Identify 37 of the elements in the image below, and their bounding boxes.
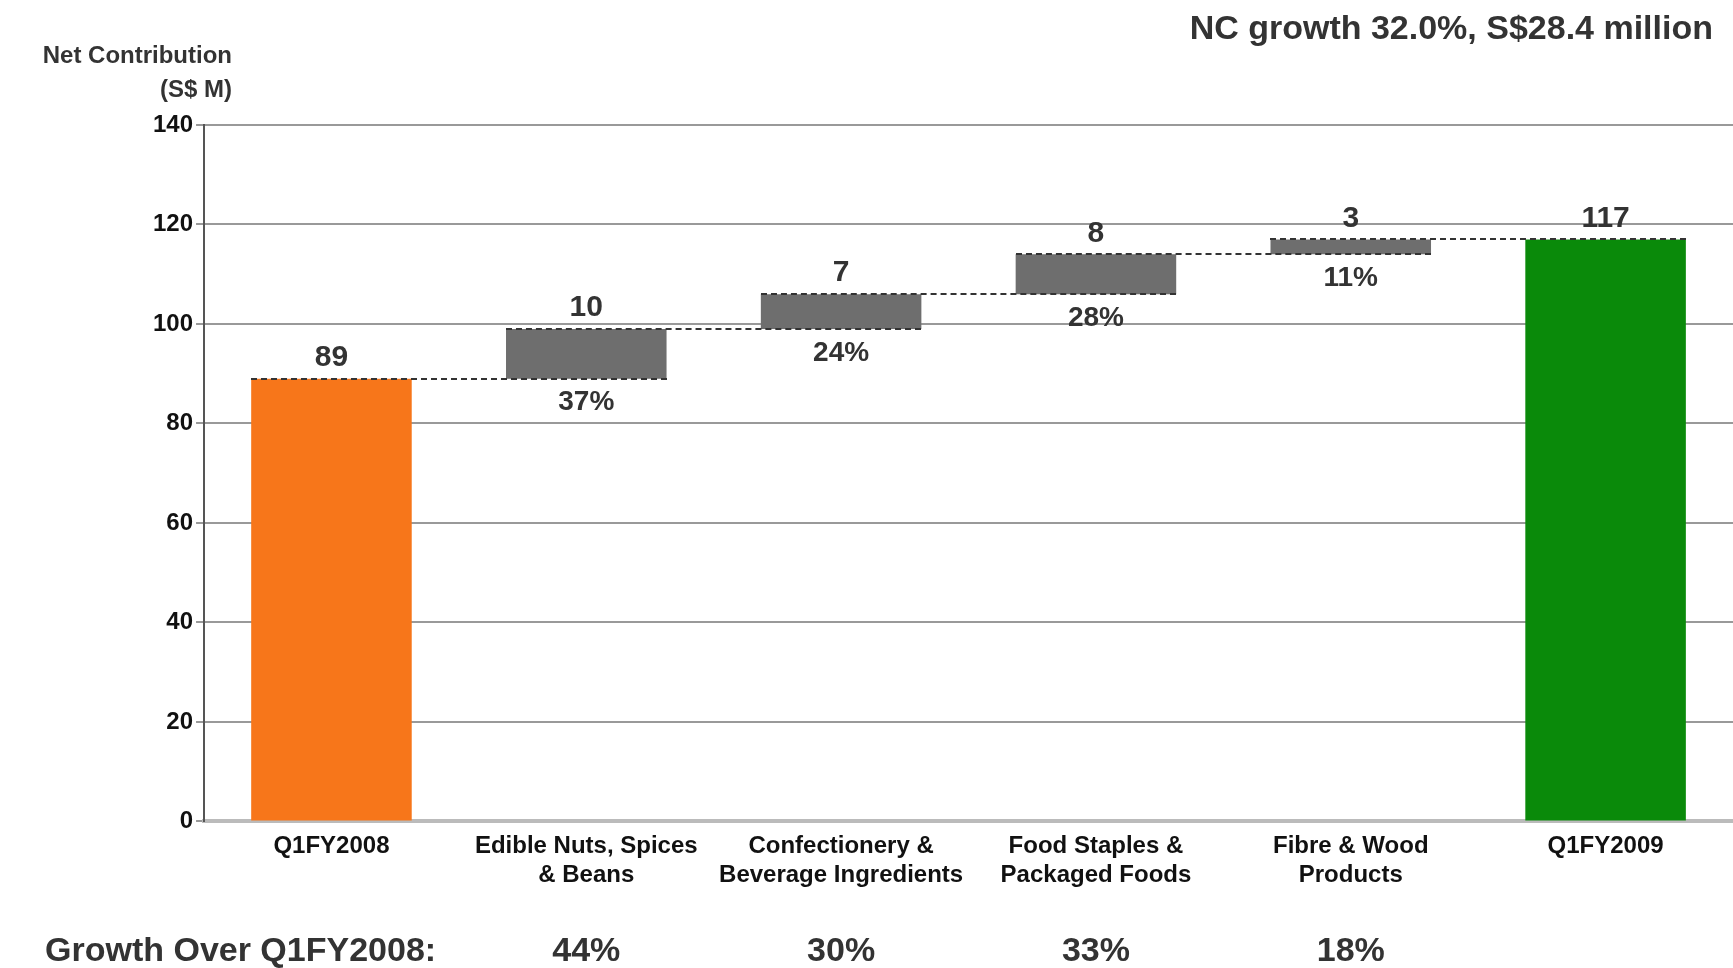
data-label: 89 [314, 338, 349, 372]
annotation: 24% [813, 335, 870, 367]
x-tick-label: Food Staples & Packaged Foods [1000, 831, 1192, 888]
bar [1015, 254, 1177, 295]
y-tick-label: 40 [166, 607, 194, 635]
y-tick-label: 80 [166, 408, 194, 436]
data-label: 7 [832, 254, 850, 288]
annotation: 11% [1323, 261, 1379, 293]
bar [506, 328, 667, 379]
bar [251, 378, 412, 821]
data-label: 3 [1342, 199, 1360, 233]
y-tick-label: 60 [166, 507, 194, 535]
y-tick-label: 100 [153, 308, 194, 336]
bar [1270, 239, 1432, 255]
y-tick-label: 120 [153, 209, 194, 237]
data-label: 10 [569, 289, 603, 323]
x-tick-label: Q1FY2009 [1547, 831, 1664, 859]
y-axis-title: Net Contribution (S$ M) [41, 40, 232, 104]
y-tick-label: 140 [153, 109, 194, 137]
x-tick-label: Fibre & Wood Products [1272, 831, 1429, 888]
annotation: 37% [558, 385, 615, 417]
data-label: 8 [1087, 214, 1105, 248]
text: 30% [807, 930, 876, 968]
x-tick-label: Q1FY2008 [273, 831, 390, 859]
bar [760, 294, 922, 329]
bar [1525, 239, 1686, 821]
y-tick-label: 20 [166, 706, 194, 734]
y-tick-label: 0 [179, 806, 194, 834]
x-tick-label: Edible Nuts, Spices & Beans [474, 831, 698, 888]
data-label: 117 [1581, 199, 1630, 233]
x-tick-label: Confectionery & Beverage Ingredients [719, 831, 964, 888]
text: 33% [1061, 930, 1130, 968]
text: 18% [1316, 930, 1385, 968]
text: 44% [552, 930, 621, 968]
annotation: 28% [1067, 300, 1125, 332]
text: Growth Over Q1FY2008: [45, 930, 437, 968]
chart-title: NC growth 32.0%, S$28.4 million [1189, 8, 1713, 47]
